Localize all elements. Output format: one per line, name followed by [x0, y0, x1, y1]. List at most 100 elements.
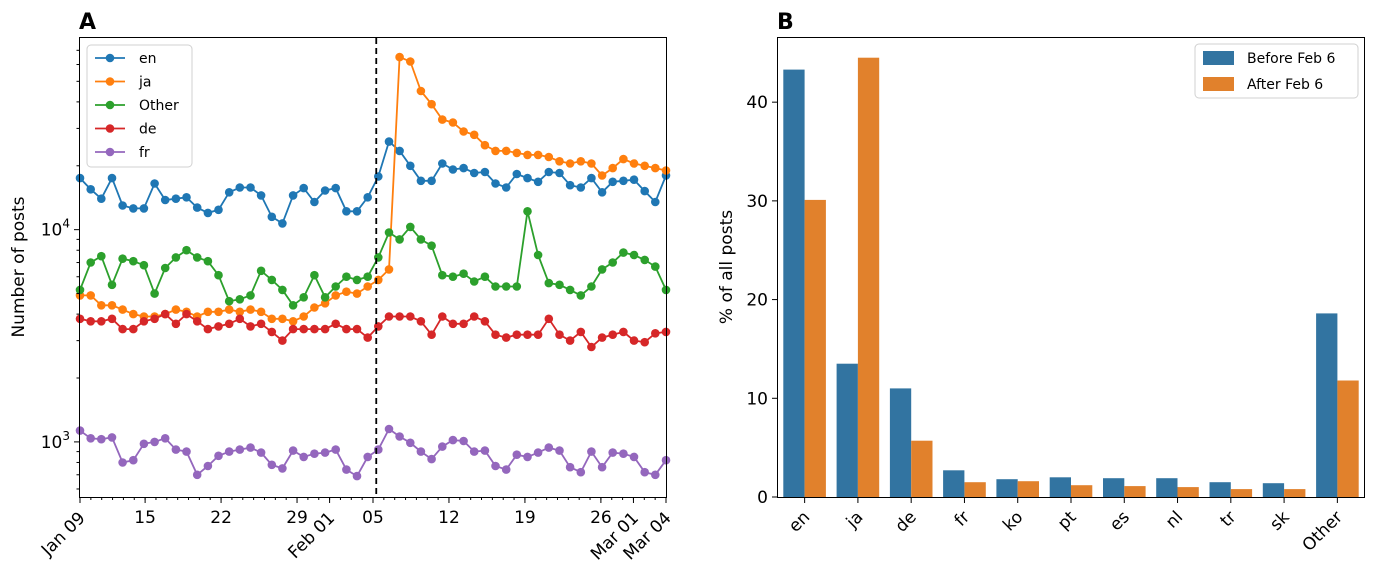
- point-en: [203, 208, 213, 218]
- point-en: [427, 176, 436, 186]
- point-fr: [192, 470, 202, 480]
- point-en: [651, 197, 660, 207]
- point-fr: [288, 446, 298, 455]
- point-other: [480, 272, 490, 282]
- point-en: [192, 203, 202, 212]
- point-de: [246, 322, 255, 331]
- point-en: [160, 195, 170, 205]
- point-fr: [480, 446, 490, 455]
- point-other: [427, 241, 436, 250]
- point-ja: [480, 140, 490, 150]
- y-tick-label: 104: [41, 217, 70, 241]
- point-other: [182, 245, 191, 255]
- point-ja: [86, 291, 95, 300]
- point-de: [310, 324, 319, 334]
- point-fr: [107, 433, 117, 442]
- panel-b-y-ticks: 0 10 20 30 40: [746, 93, 778, 508]
- point-fr: [86, 434, 95, 443]
- bar-de-before: [889, 388, 912, 497]
- y-tick-label: 30: [746, 192, 768, 212]
- x-tick-label-nl: nl: [1162, 507, 1187, 532]
- legend-label-de: de: [139, 122, 157, 138]
- bar-tr-before: [1209, 482, 1231, 497]
- point-other: [384, 228, 394, 237]
- point-en: [501, 183, 511, 192]
- point-ja: [619, 154, 628, 164]
- point-ja: [629, 159, 639, 168]
- y-tick-label: 103: [41, 429, 70, 453]
- point-fr: [512, 450, 522, 460]
- point-other: [406, 222, 415, 232]
- legend-marker-fr: [105, 147, 115, 157]
- point-ja: [203, 307, 213, 317]
- x-tick-label-ja: ja: [842, 507, 868, 533]
- point-fr: [384, 424, 394, 434]
- legend-label-ja: ja: [138, 75, 151, 91]
- point-fr: [342, 465, 351, 474]
- legend-swatch-before: [1203, 51, 1234, 65]
- point-en: [235, 183, 245, 192]
- point-en: [129, 204, 138, 213]
- point-other: [278, 285, 287, 295]
- point-de: [97, 317, 106, 326]
- point-en: [555, 168, 564, 178]
- point-de: [86, 317, 95, 326]
- point-other: [533, 250, 543, 260]
- point-fr: [619, 449, 628, 459]
- point-ja: [97, 301, 106, 310]
- point-fr: [310, 449, 319, 459]
- point-en: [374, 172, 383, 181]
- panel-b-label: B: [777, 10, 794, 35]
- bar-de-after: [911, 440, 933, 497]
- bar-fr-after: [964, 482, 986, 497]
- point-ja: [640, 161, 649, 171]
- point-ja: [374, 275, 383, 285]
- point-fr: [203, 461, 213, 471]
- point-de: [235, 314, 245, 324]
- x-tick-label: Jan 09: [37, 508, 90, 561]
- point-en: [523, 173, 532, 183]
- x-tick-label-en: en: [785, 507, 814, 536]
- point-other: [256, 266, 266, 276]
- point-de: [384, 312, 394, 321]
- y-tick-label: 40: [746, 93, 768, 113]
- point-other: [150, 289, 159, 298]
- point-de: [363, 333, 373, 342]
- point-ja: [299, 312, 309, 321]
- point-ja: [235, 307, 245, 317]
- point-de: [608, 330, 617, 340]
- point-ja: [587, 159, 596, 168]
- bar-pt-before: [1049, 477, 1071, 497]
- point-ja: [352, 289, 362, 298]
- point-en: [512, 169, 522, 179]
- bar-nl-after: [1177, 487, 1199, 497]
- point-en: [459, 163, 468, 173]
- point-de: [587, 342, 596, 352]
- point-other: [491, 282, 500, 291]
- point-fr: [374, 445, 383, 454]
- point-ja: [469, 130, 479, 140]
- point-en: [214, 205, 223, 215]
- panel-b-x-ticks: en ja de fr ko pt es nl tr sk Other: [785, 497, 1347, 556]
- point-other: [342, 272, 351, 282]
- point-fr: [416, 447, 426, 456]
- legend-label-other: Other: [139, 98, 179, 114]
- point-fr: [182, 447, 191, 456]
- point-other: [587, 282, 596, 291]
- point-other: [320, 293, 330, 302]
- point-fr: [427, 454, 436, 464]
- point-fr: [587, 447, 596, 456]
- point-de: [395, 312, 404, 321]
- point-other: [608, 258, 617, 267]
- point-fr: [491, 461, 500, 471]
- point-en: [640, 186, 649, 196]
- point-other: [171, 253, 181, 262]
- point-en: [278, 219, 287, 228]
- point-ja: [246, 305, 255, 314]
- point-fr: [640, 467, 649, 477]
- panel-b-y-axis-title: % of all posts: [717, 210, 737, 324]
- x-tick-label-tr: tr: [1217, 507, 1241, 531]
- point-other: [597, 265, 607, 274]
- point-de: [256, 319, 266, 329]
